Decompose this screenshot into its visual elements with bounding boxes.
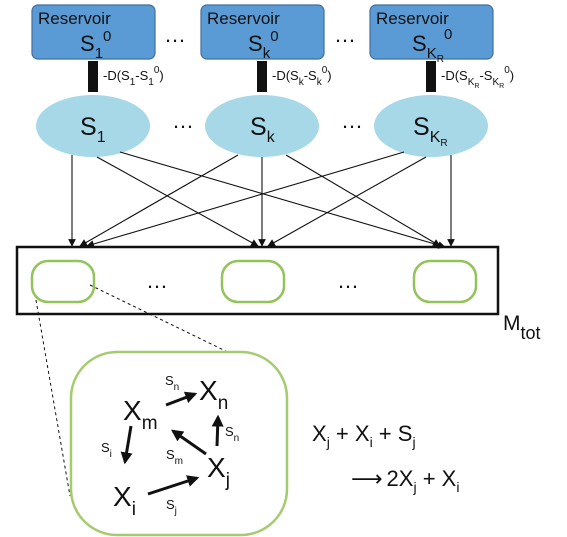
reservoir-symbol: S10: [80, 28, 111, 62]
coupling-bar-KR: [426, 61, 436, 92]
coupling-bar-k: [257, 61, 267, 92]
coupling-bar-1: [88, 61, 98, 92]
species-Xn: Xn: [199, 375, 228, 414]
node-symbol: S1: [80, 113, 106, 146]
compartment-KR: [412, 259, 478, 304]
coupling-label-k: -D(Sk-Sk0): [272, 65, 332, 88]
species-Xm: Xm: [123, 395, 158, 434]
signal-label: Sn: [225, 424, 239, 444]
compartment-ellipsis-2: …: [337, 268, 361, 293]
species-Xj: Xj: [207, 452, 230, 491]
signal-label: Sn: [165, 373, 179, 393]
reservoir-k: Reservoir Sk0: [200, 4, 325, 62]
node-ellipsis-1: …: [172, 108, 196, 133]
compartment-ellipsis-1: …: [146, 268, 170, 293]
node-ellipse: [36, 95, 150, 157]
reservoir-box: [31, 4, 156, 60]
compartment-k: [220, 259, 286, 304]
reservoir-label: Reservoir: [207, 9, 280, 28]
reaction-arrow-m-i: [120, 425, 133, 465]
reservoir-label: Reservoir: [38, 9, 111, 28]
reservoir-1: Reservoir S10: [31, 4, 156, 62]
coupling-label-KR: -D(SKR-SKR0): [441, 65, 514, 90]
signal-node-KR: SKR: [374, 95, 488, 157]
arrow: [267, 156, 427, 247]
node-ellipsis-2: …: [341, 108, 365, 133]
signal-node-k: Sk: [205, 95, 319, 157]
arrow: [79, 154, 239, 247]
node-ellipse: [374, 95, 488, 157]
reaction-arrow-i-j: [147, 475, 200, 496]
reservoir-symbol: Sk0: [248, 28, 279, 62]
arrow: [119, 151, 446, 249]
node-ellipse: [205, 95, 319, 157]
node-to-compartment-arrows: [68, 151, 455, 249]
arrow: [96, 156, 259, 247]
reaction-arrow-m-n: [165, 391, 198, 407]
arrow: [86, 151, 405, 248]
reservoir-box: [369, 4, 494, 60]
reservoir-ellipsis-2: …: [334, 22, 358, 47]
signal-label: Sm: [166, 447, 183, 467]
node-symbol: Sk: [250, 113, 276, 146]
coupling-label-1: -D(S1-S10): [103, 65, 164, 88]
reaction-arrow-j-m: [171, 429, 207, 456]
signal-label: Sj: [166, 497, 177, 517]
zoomed-compartment: [69, 350, 289, 537]
reaction-arrow-j-n: [211, 414, 224, 447]
reservoir-label: Reservoir: [376, 9, 449, 28]
arrow: [285, 154, 441, 247]
node-symbol: SKR: [413, 113, 448, 149]
mtot-label: Mtot: [503, 312, 541, 343]
signal-node-1: S1: [36, 95, 150, 157]
equation-lhs: Xj + Xi + Sj: [312, 421, 416, 450]
signal-label: Si: [101, 440, 112, 460]
mtot-box: [15, 245, 500, 316]
compartment-1: [30, 259, 96, 304]
reservoir-KR: Reservoir SKR0: [369, 4, 494, 65]
equation-rhs: ⟶ 2Xj + Xi: [351, 466, 459, 495]
zoom-line-right: [89, 284, 241, 359]
zoom-line-left: [35, 299, 71, 497]
reservoir-symbol: SKR0: [412, 26, 452, 65]
reservoir-ellipsis-1: …: [164, 22, 188, 47]
reservoir-box: [200, 4, 325, 60]
species-Xi: Xi: [113, 481, 136, 520]
